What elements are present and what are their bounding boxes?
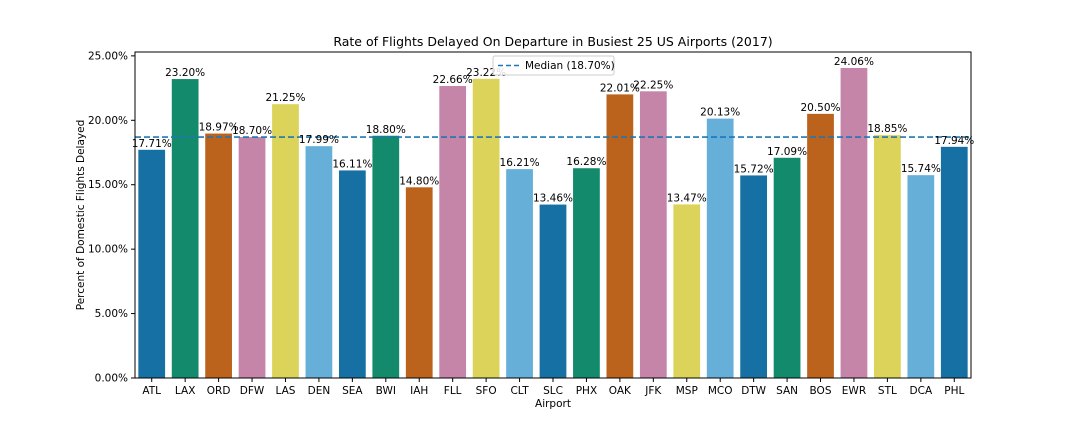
value-label: 22.01% <box>600 82 640 94</box>
value-label: 16.11% <box>332 158 372 170</box>
bar-sfo <box>472 78 500 379</box>
value-label: 17.71% <box>132 138 172 150</box>
x-tick-label: ORD <box>207 385 231 397</box>
x-tick-label: CLT <box>510 385 529 397</box>
value-label: 22.25% <box>633 79 673 91</box>
x-tick-label: SLC <box>543 385 563 397</box>
y-axis: 0.00% 5.00% 10.00% 15.00% 20.00% 25.00% <box>88 50 135 385</box>
bar-ord <box>205 133 232 378</box>
y-tick-label: 5.00% <box>95 308 128 320</box>
value-label: 23.20% <box>165 67 205 79</box>
x-tick-label: LAS <box>276 385 296 397</box>
bar-phx <box>573 168 600 378</box>
value-label: 16.21% <box>500 157 540 169</box>
x-tick-label: DCA <box>910 385 933 397</box>
value-label: 21.25% <box>265 92 305 104</box>
x-tick-label: LAX <box>175 385 195 397</box>
legend-label: Median (18.70%) <box>525 60 615 72</box>
x-tick-label: PHX <box>576 385 597 397</box>
x-tick-label: OAK <box>609 385 632 397</box>
legend: Median (18.70%) <box>492 55 615 76</box>
value-label: 22.66% <box>433 74 473 86</box>
x-tick-label: JFK <box>644 385 662 397</box>
bar-iah <box>405 187 433 378</box>
bar-clt <box>506 169 533 378</box>
value-label: 15.72% <box>734 163 774 175</box>
value-label: 13.46% <box>533 193 573 205</box>
value-label: 13.47% <box>667 192 707 204</box>
bar-fll <box>439 86 467 379</box>
bar-atl <box>138 149 166 378</box>
bar-slc <box>539 204 567 378</box>
bar-msp <box>673 204 701 378</box>
bar-lax <box>171 79 199 378</box>
y-axis-label: Percent of Domestic Flights Delayed <box>75 120 87 310</box>
x-tick-label: IAH <box>410 385 428 397</box>
bar-den <box>305 146 333 378</box>
x-tick-label: SAN <box>776 385 798 397</box>
x-tick-label: EWR <box>842 385 866 397</box>
x-tick-label: DTW <box>741 385 766 397</box>
bar-las <box>272 104 299 378</box>
value-label: 17.09% <box>767 146 807 158</box>
x-axis-label: Airport <box>535 398 571 410</box>
value-labels-layer: 17.71% 23.20% 18.97%18.70% 21.25% 17.99% 16.1… <box>132 56 975 205</box>
bar-oak <box>606 94 634 378</box>
y-tick-label: 15.00% <box>88 179 128 191</box>
bar-dfw <box>238 137 266 378</box>
bar-dca <box>907 175 935 378</box>
bar-san <box>773 157 801 378</box>
x-tick-label: SEA <box>342 385 363 397</box>
x-tick-label: STL <box>878 385 897 397</box>
bars-layer <box>138 67 968 379</box>
bar-mco <box>706 118 734 379</box>
plot-frame <box>134 51 972 379</box>
value-label: 18.85% <box>867 123 907 135</box>
value-label: 18.80% <box>366 124 406 136</box>
bar-jfk <box>639 91 667 379</box>
x-tick-label: FLL <box>444 385 462 397</box>
bar-stl <box>874 135 901 378</box>
value-label: 20.13% <box>700 107 740 119</box>
legend-box <box>492 55 615 76</box>
bar-ewr <box>840 67 868 378</box>
x-tick-label: BOS <box>810 385 832 397</box>
value-label: 18.97% <box>199 122 239 134</box>
x-tick-label: DFW <box>240 385 265 397</box>
value-label: 17.94% <box>934 135 974 147</box>
bar-bos <box>807 113 834 378</box>
x-tick-label: SFO <box>476 385 497 397</box>
x-tick-label: ATL <box>142 385 161 397</box>
bar-bwi <box>372 135 400 378</box>
chart-title: Rate of Flights Delayed On Departure in … <box>333 34 772 49</box>
bar-dtw <box>740 175 768 378</box>
y-tick-label: 0.00% <box>95 373 128 385</box>
value-label: 14.80% <box>399 175 439 187</box>
value-label: 16.28% <box>566 156 606 168</box>
value-label: 20.50% <box>800 102 840 114</box>
x-tick-label: PHL <box>944 385 964 397</box>
x-tick-label: BWI <box>376 385 396 397</box>
x-tick-label: MSP <box>676 385 698 397</box>
value-label: 17.99% <box>299 134 339 146</box>
x-axis: ATL LAX ORD DFW LAS DEN SEA BWI IAH FLL SFO CLT SLC P… <box>142 378 964 397</box>
value-label: 24.06% <box>834 56 874 68</box>
y-tick-label: 20.00% <box>88 115 128 127</box>
y-tick-label: 25.00% <box>88 50 128 62</box>
value-label: 18.70% <box>232 125 272 137</box>
bar-phl <box>940 146 968 378</box>
value-label: 15.74% <box>901 163 941 175</box>
bar-sea <box>338 170 366 378</box>
x-tick-label: MCO <box>708 385 733 397</box>
y-tick-label: 10.00% <box>88 244 128 256</box>
x-tick-label: DEN <box>308 385 331 397</box>
